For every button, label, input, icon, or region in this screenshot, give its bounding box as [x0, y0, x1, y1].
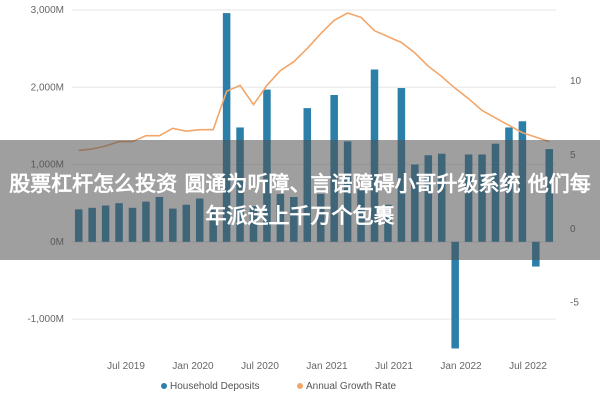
- x-tick-label: Jan 2022: [440, 361, 482, 372]
- y-right-tick-label: 10: [570, 76, 582, 87]
- bar-household-deposits: [451, 241, 459, 349]
- x-tick-label: Jul 2021: [375, 361, 413, 372]
- x-tick-label: Jul 2020: [241, 361, 279, 372]
- legend-label-household-deposits: Household Deposits: [170, 381, 260, 392]
- legend-label-annual-growth-rate: Annual Growth Rate: [306, 381, 396, 392]
- y-left-tick-label: 2,000M: [31, 82, 64, 93]
- legend-marker-household-deposits: [161, 383, 167, 389]
- y-right-tick-label: -5: [570, 298, 579, 309]
- x-tick-label: Jan 2021: [306, 361, 348, 372]
- x-tick-label: Jul 2019: [107, 361, 145, 372]
- legend-marker-annual-growth-rate: [297, 383, 303, 389]
- y-left-tick-label: 3,000M: [31, 5, 64, 16]
- bar-household-deposits: [222, 13, 231, 242]
- x-tick-label: Jan 2020: [172, 361, 214, 372]
- banner-text: 股票杠杆怎么投资 圆通为听障、言语障碍小哥升级系统 他们每年派送上千万个包裹: [9, 172, 591, 228]
- x-tick-label: Jul 2022: [509, 361, 547, 372]
- y-left-tick-label: -1,000M: [27, 314, 64, 325]
- line-annual-growth-rate: [78, 12, 550, 152]
- title-banner: 股票杠杆怎么投资 圆通为听障、言语障碍小哥升级系统 他们每年派送上千万个包裹: [0, 140, 600, 260]
